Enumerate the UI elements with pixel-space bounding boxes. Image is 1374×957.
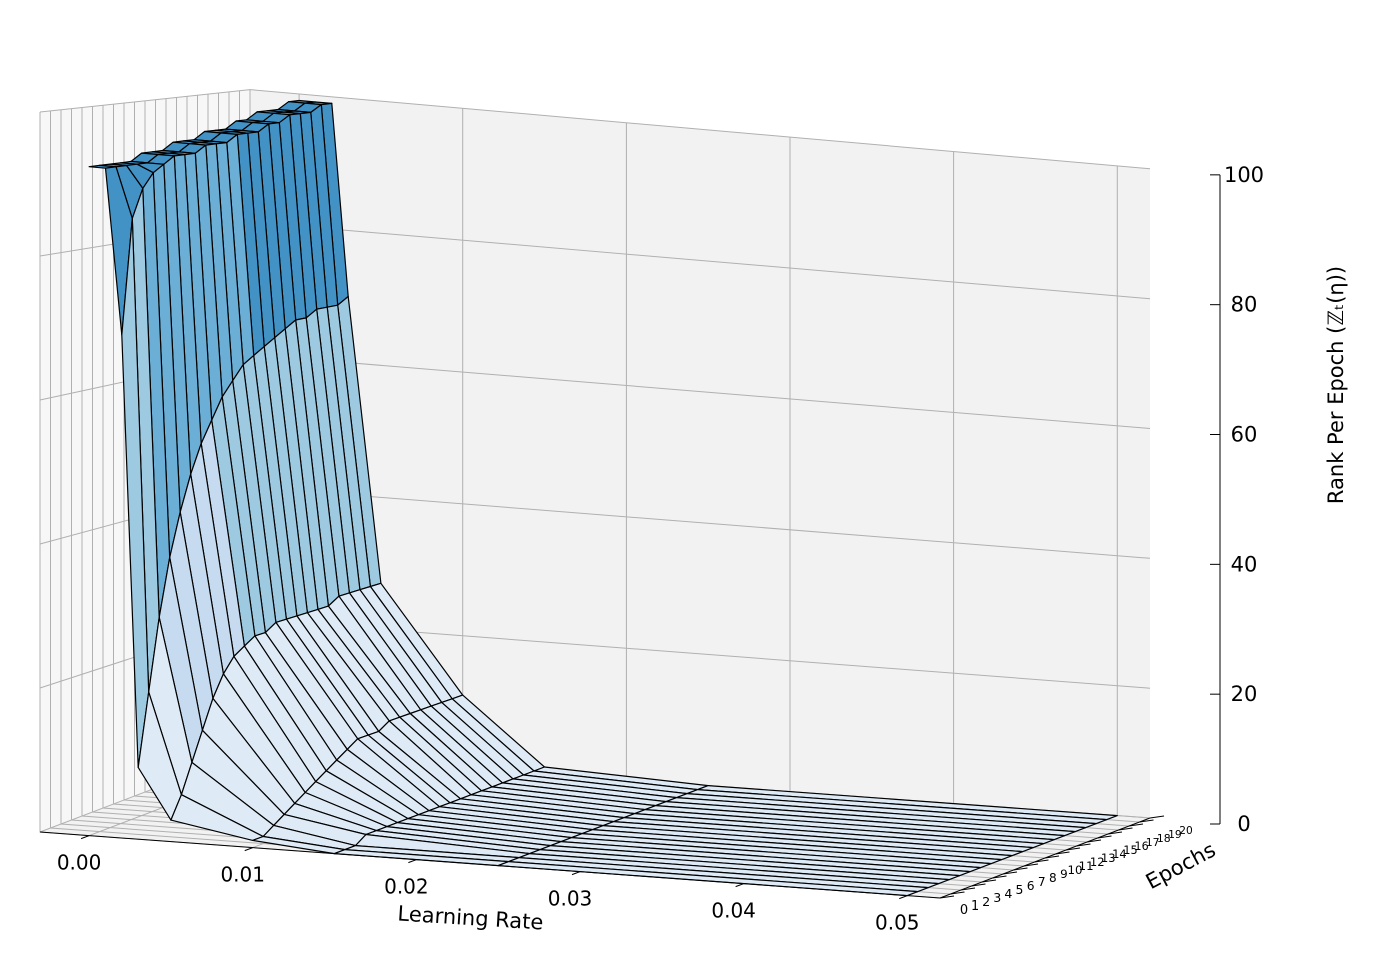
epoch-tick — [1139, 819, 1154, 823]
chart-axes — [39, 174, 1221, 900]
epoch-tick — [950, 891, 965, 895]
epoch-tick-label: 14 — [1112, 847, 1126, 861]
z-tick-label: 100 — [1224, 163, 1264, 187]
epoch-tick — [1023, 863, 1039, 867]
epoch-tick — [981, 879, 997, 883]
x-tick-label: 0.03 — [548, 887, 593, 911]
epoch-tick — [1034, 859, 1049, 863]
x-tick — [80, 835, 90, 840]
epoch-tick — [1097, 835, 1112, 839]
z-tick-label: 80 — [1231, 293, 1258, 317]
z-tick-label: 60 — [1231, 423, 1258, 447]
epoch-tick — [960, 887, 976, 891]
epoch-tick — [1013, 867, 1028, 871]
epoch-tick-label: 5 — [1016, 882, 1024, 897]
epoch-tick-label: 0 — [960, 903, 968, 918]
epoch-tick-label: 9 — [1060, 867, 1068, 881]
z-axis-title: Rank Per Epoch (ℤₜ(η)) — [1324, 266, 1348, 504]
epoch-tick-label: 18 — [1157, 832, 1171, 845]
epoch-tick — [971, 883, 986, 887]
x-axis-title: Learning Rate — [397, 901, 544, 934]
epoch-tick — [939, 895, 955, 899]
x-tick-label: 0.01 — [220, 863, 265, 887]
epoch-tick — [1002, 871, 1018, 875]
epoch-tick-label: 15 — [1123, 844, 1137, 857]
epoch-tick-label: 16 — [1135, 840, 1149, 853]
epoch-tick — [1065, 847, 1081, 851]
epoch-tick-label: 3 — [993, 890, 1001, 905]
epoch-tick-label: 20 — [1179, 825, 1193, 837]
chart-tick-labels: 0.00 0.01 0.02 0.03 0.04 0.050 1 2 3 4 5 6 7 8 9 101112… — [57, 163, 1264, 935]
back-pane — [250, 89, 1150, 819]
epoch-tick-label: 4 — [1004, 886, 1012, 901]
z-tick-label: 40 — [1231, 552, 1258, 576]
epoch-tick-label: 19 — [1168, 828, 1182, 841]
x-tick-label: 0.05 — [875, 911, 920, 935]
epoch-tick — [992, 875, 1007, 879]
epoch-tick-label: 8 — [1049, 871, 1057, 885]
epoch-tick — [1044, 855, 1060, 859]
x-tick — [735, 883, 744, 888]
x-tick — [408, 859, 417, 864]
epoch-tick-label: 1 — [971, 899, 979, 914]
epoch-tick-label: 11 — [1079, 859, 1094, 873]
epoch-tick-label: 13 — [1101, 851, 1116, 865]
z-tick-label: 20 — [1231, 682, 1258, 706]
epoch-tick — [1149, 815, 1165, 819]
epoch-tick-label: 12 — [1090, 855, 1105, 869]
x-tick-label: 0.00 — [57, 851, 102, 875]
epoch-tick — [1086, 839, 1102, 843]
epoch-tick-label: 7 — [1038, 875, 1046, 889]
epoch-tick-label: 10 — [1067, 863, 1082, 877]
epoch-tick — [1055, 851, 1070, 855]
epoch-tick-label: 6 — [1027, 879, 1035, 893]
epoch-tick-label: 17 — [1146, 836, 1160, 849]
x-tick — [571, 871, 581, 876]
z-gridline — [39, 89, 1151, 170]
epoch-tick — [1107, 831, 1123, 835]
epoch-tick — [1128, 823, 1144, 827]
epoch-tick — [1118, 827, 1133, 831]
z-tick-label: 0 — [1237, 812, 1250, 836]
epoch-tick — [1076, 843, 1091, 847]
x-axis-line — [39, 831, 941, 899]
x-tick-label: 0.04 — [711, 899, 756, 923]
epoch-tick-label: 2 — [982, 895, 990, 910]
x-tick — [899, 895, 908, 900]
surface-plot — [88, 99, 1118, 897]
x-tick-label: 0.02 — [384, 875, 429, 899]
x-tick — [244, 847, 253, 852]
